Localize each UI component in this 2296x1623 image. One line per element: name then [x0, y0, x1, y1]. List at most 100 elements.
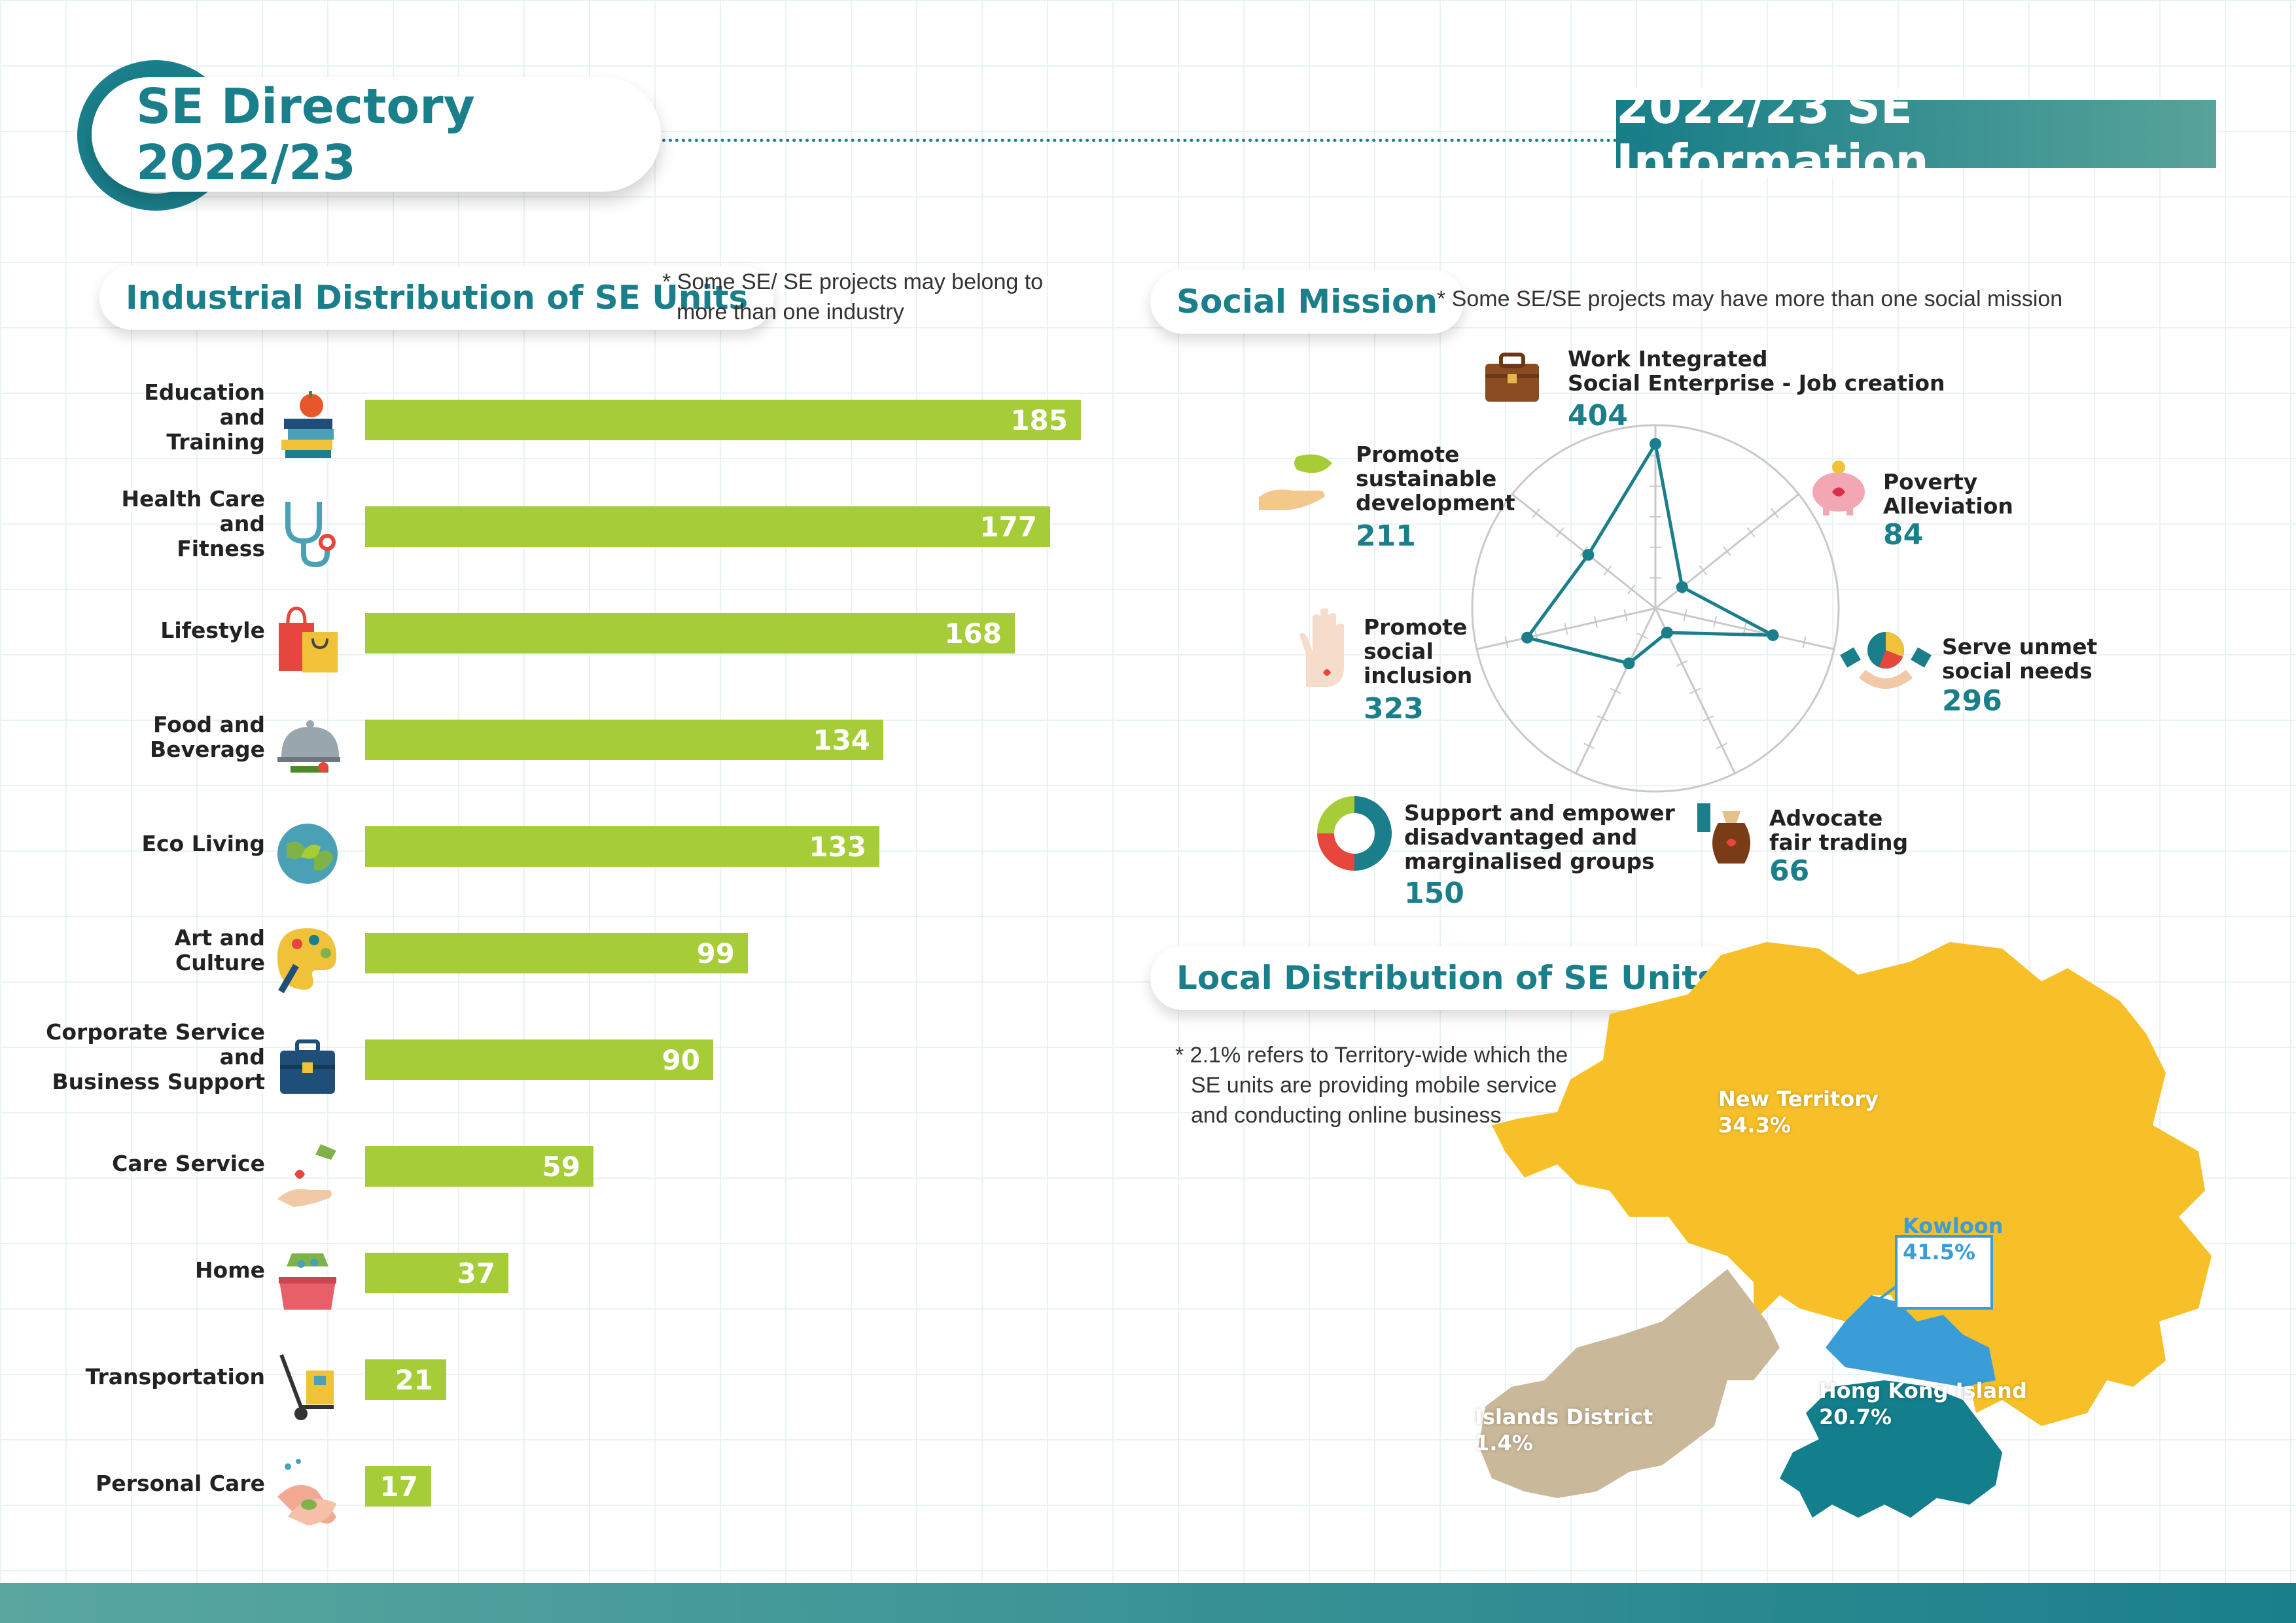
briefcase-icon — [275, 1031, 347, 1103]
radar-tick — [1583, 742, 1595, 750]
islands-district-name: Islands District — [1475, 1405, 1653, 1429]
industry-row: Personal Care 17 — [0, 1435, 1112, 1533]
bar-value-label: 133 — [809, 830, 866, 863]
category-label-line: Lifestyle — [160, 618, 265, 643]
radar-tick — [1636, 633, 1648, 639]
radar-tick — [1564, 623, 1568, 635]
mission-label-1-line2: Alleviation — [1883, 493, 2013, 519]
industry-row: Health Care and Fitness 177 — [0, 475, 1112, 573]
bar-value-label: 21 — [395, 1363, 433, 1396]
mission-label-1-line1: Poverty — [1883, 469, 1978, 495]
category-label-line: Fitness — [177, 536, 265, 561]
bar: 99 — [365, 933, 748, 973]
bar-value-label: 168 — [944, 617, 1002, 650]
map-label-islands-district: Islands District 1.4% — [1475, 1404, 1653, 1456]
industry-note-line1: * Some SE/ SE projects may belong to — [662, 270, 1044, 294]
hong-kong-island-percent: 20.7% — [1819, 1405, 1892, 1429]
industry-row: Eco Living 133 — [0, 795, 1112, 893]
radar-tick — [1723, 546, 1731, 557]
category-label: Care Service — [0, 1115, 265, 1213]
radar-tick — [1504, 636, 1509, 648]
category-label: Food and Beverage — [0, 688, 265, 786]
local-note-line1: * 2.1% refers to Territory-wide which th… — [1175, 1043, 1568, 1068]
map-region-islands-district — [1479, 1269, 1780, 1498]
industry-bar-chart: Education and Training 185 Health Care and Fit… — [0, 368, 1125, 1533]
radar-tick — [1703, 715, 1714, 722]
leaf-hand-icon — [1256, 451, 1341, 514]
mission-label-0: Work Integrated Social Enterprise - Job … — [1568, 347, 1945, 395]
radar-tick — [1742, 623, 1747, 635]
header-dotted-divider — [662, 139, 1617, 142]
mission-label-4-line3: marginalised groups — [1404, 848, 1655, 874]
category-label-line: Eco Living — [141, 831, 265, 856]
mission-value-5: 323 — [1364, 692, 1424, 725]
mission-label-5: Promote social inclusion — [1364, 615, 1472, 688]
radar-tick — [1802, 636, 1807, 648]
hong-kong-map — [1479, 942, 2212, 1518]
radar-point — [1582, 549, 1595, 561]
mission-label-3: Advocate fair trading — [1769, 806, 1908, 854]
mission-label-0-line1: Work Integrated — [1568, 346, 1768, 372]
radar-series-line — [1524, 439, 1774, 665]
mission-label-4-line2: disadvantaged and — [1404, 824, 1638, 850]
briefcase-icon — [1480, 345, 1543, 413]
kowloon-callout-box — [1895, 1235, 1993, 1310]
bar-value-label: 37 — [457, 1257, 495, 1289]
local-note: * 2.1% refers to Territory-wide which th… — [1175, 1040, 1568, 1130]
radar-tick — [1603, 565, 1612, 576]
mission-label-6: Promote sustainable development — [1356, 442, 1515, 515]
hands-chart-icon — [1840, 628, 1932, 693]
hand-truck-icon — [275, 1351, 347, 1423]
category-label-line: Home — [194, 1257, 265, 1283]
bar-value-label: 17 — [380, 1470, 418, 1503]
bar: 168 — [365, 613, 1015, 654]
mission-label-1: Poverty Alleviation — [1883, 470, 2013, 518]
bar-value-label: 90 — [662, 1043, 700, 1076]
palette-icon — [275, 924, 347, 996]
mission-label-5-line3: inclusion — [1364, 663, 1473, 688]
radar-point — [1767, 629, 1779, 641]
radar-tick — [1746, 527, 1756, 538]
radar-tick — [1623, 609, 1628, 621]
piggy-bank-icon — [1806, 458, 1871, 518]
map-label-new-territory: New Territory 34.3% — [1718, 1086, 1879, 1138]
local-note-line3: and conducting online business — [1191, 1103, 1502, 1128]
social-mission-radar-chart — [1471, 424, 1840, 793]
category-label: Transportation — [0, 1328, 265, 1426]
mission-label-6-line3: development — [1356, 490, 1515, 515]
category-label-line: Business Support — [52, 1069, 265, 1094]
radar-tick — [1597, 715, 1608, 722]
page-title: SE Directory 2022/23 — [92, 77, 661, 192]
mission-value-4: 150 — [1404, 877, 1464, 910]
stethoscope-icon — [275, 498, 347, 570]
food-cloche-icon — [275, 711, 347, 783]
mission-label-6-line1: Promote — [1356, 442, 1460, 467]
radar-tick — [1683, 609, 1687, 621]
mission-value-0: 404 — [1568, 399, 1628, 432]
bar-value-label: 99 — [696, 937, 735, 969]
category-label-line: Personal Care — [96, 1471, 265, 1496]
map-label-hong-kong-island: Hong Kong Island 20.7% — [1819, 1378, 2027, 1430]
bar: 59 — [365, 1146, 593, 1187]
bar-value-label: 177 — [980, 510, 1037, 543]
heart-hand-icon — [275, 1138, 347, 1210]
radar-tick — [1555, 527, 1564, 538]
bar-value-label: 134 — [813, 724, 870, 756]
industry-row: Education and Training 185 — [0, 368, 1112, 466]
radar-tick — [1676, 660, 1688, 667]
mission-label-5-line2: social — [1364, 638, 1434, 664]
radar-point — [1623, 657, 1635, 670]
category-label: Home — [0, 1221, 265, 1319]
radar-tick — [1699, 565, 1708, 576]
category-label-line: and — [219, 404, 265, 430]
mission-value-3: 66 — [1769, 854, 1810, 888]
islands-district-percent: 1.4% — [1475, 1431, 1533, 1456]
bar: 134 — [365, 720, 883, 760]
category-label-line: Education — [144, 379, 265, 405]
money-bag-icon — [1695, 797, 1760, 870]
radar-point — [1661, 626, 1673, 638]
mission-section-title: Social Mission — [1150, 270, 1464, 334]
raised-hand-icon — [1293, 608, 1356, 693]
category-label: Art and Culture — [0, 901, 265, 1000]
industry-row: Art and Culture 99 — [0, 901, 1112, 1000]
